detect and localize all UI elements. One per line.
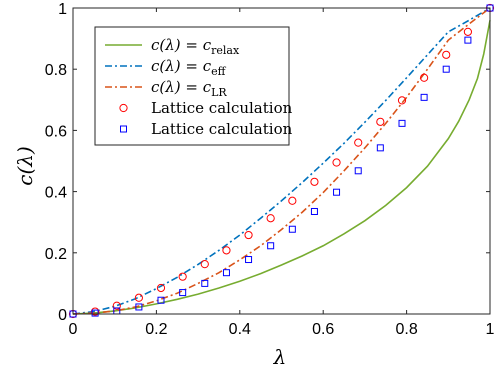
- data-point-square: [288, 225, 296, 233]
- data-point-square: [179, 289, 187, 297]
- data-point-circle: [376, 117, 385, 126]
- data-point-square: [398, 119, 406, 127]
- axes: 0 0.2 0.4 0.6 0.8 1 0 0.2 0.4 0.6 0.8 1: [45, 1, 495, 338]
- y-tick-label: 0.6: [45, 123, 67, 140]
- y-tick-label: 0.2: [45, 246, 67, 263]
- series-line: [72, 20, 491, 315]
- data-point-circle: [288, 196, 297, 205]
- data-point-square: [464, 36, 472, 44]
- legend-label: c(λ) = ceff: [151, 57, 227, 78]
- x-tick-label: 0.4: [229, 321, 251, 338]
- series-line: [72, 7, 491, 315]
- data-point-circle: [420, 73, 429, 82]
- data-point-square: [420, 93, 428, 101]
- data-point-circle: [134, 293, 143, 302]
- data-point-circle: [354, 138, 363, 147]
- data-point-square: [267, 242, 275, 250]
- data-point-square: [376, 144, 384, 152]
- data-point-circle: [112, 301, 121, 310]
- data-point-circle: [266, 214, 275, 223]
- data-point-square: [245, 256, 253, 264]
- data-point-circle: [178, 272, 187, 281]
- legend-label: Lattice calculation: [151, 99, 293, 117]
- legend-label: c(λ) = cLR: [151, 78, 227, 99]
- legend-label: c(λ) = crelax: [151, 36, 240, 57]
- data-point-circle: [156, 283, 166, 293]
- data-point-square: [91, 309, 99, 317]
- legend-box: [94, 26, 290, 146]
- y-tick-label: 0.8: [45, 62, 67, 79]
- data-point-square: [157, 296, 165, 304]
- data-point-circle: [91, 307, 100, 316]
- data-point-circle: [222, 246, 231, 255]
- x-tick-label: 0: [69, 321, 78, 338]
- legend-marker-circle: [119, 103, 128, 113]
- plot-area: [68, 3, 495, 319]
- data-point-square: [201, 279, 209, 287]
- x-tick-label: 0.6: [312, 321, 334, 338]
- y-axis-label: c(λ): [13, 146, 37, 185]
- data-point-square: [222, 269, 230, 277]
- y-tick-label: 0: [58, 307, 67, 324]
- data-point-square: [354, 167, 362, 175]
- data-point-square: [310, 207, 318, 215]
- legend-label: Lattice calculation: [151, 120, 293, 138]
- data-point-square: [135, 303, 143, 311]
- x-axis-label: λ: [273, 345, 287, 369]
- data-point-circle: [244, 230, 253, 240]
- data-point-circle: [332, 158, 341, 167]
- data-point-circle: [442, 50, 451, 59]
- y-tick-label: 1: [58, 1, 67, 18]
- data-point-square: [442, 65, 450, 73]
- data-point-square: [333, 188, 341, 196]
- legend-marker-square: [120, 125, 127, 133]
- x-tick-label: 0.2: [145, 321, 167, 338]
- x-tick-label: 0.8: [395, 321, 417, 338]
- data-point-circle: [397, 96, 407, 105]
- y-tick-label: 0.4: [45, 185, 67, 202]
- data-point-circle: [200, 260, 209, 269]
- data-point-circle: [463, 27, 472, 36]
- axes-box: [72, 7, 491, 315]
- x-tick-label: 1: [486, 321, 495, 338]
- data-point-circle: [310, 177, 319, 186]
